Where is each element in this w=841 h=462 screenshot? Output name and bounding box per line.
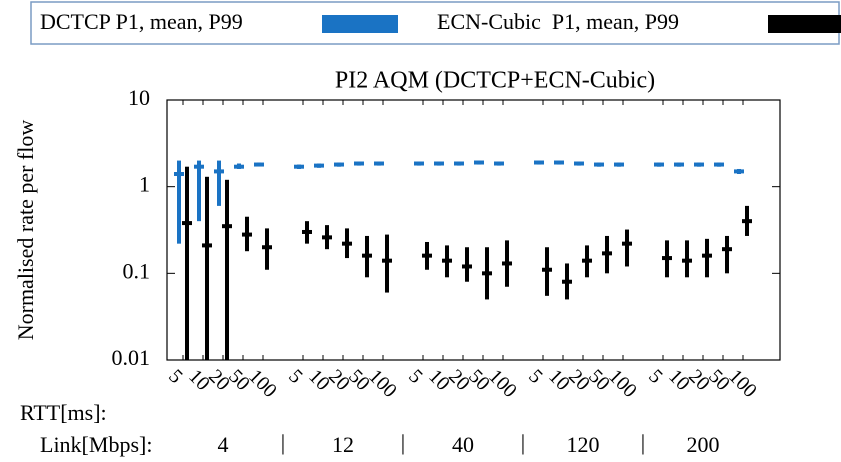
legend-label: ECN-Cubic P1, mean, P99 <box>437 9 679 34</box>
mean-mark <box>622 241 632 246</box>
mean-mark <box>302 229 312 234</box>
y-tick-label: 10 <box>128 85 150 110</box>
x-tick-label: 5 <box>284 365 307 388</box>
mean-mark <box>354 161 364 166</box>
mean-mark <box>562 279 572 284</box>
x-row-label: RTT[ms]: <box>20 400 107 425</box>
mean-mark <box>382 258 392 263</box>
whisker <box>225 179 229 360</box>
chart-title: PI2 AQM (DCTCP+ECN-Cubic) <box>335 68 655 94</box>
mean-mark <box>462 264 472 269</box>
group-separator: | <box>521 430 525 455</box>
whisker <box>217 160 221 206</box>
x-tick-label: 5 <box>164 365 187 388</box>
mean-mark <box>474 160 484 165</box>
group-row-label: Link[Mbps]: <box>40 432 152 457</box>
mean-mark <box>422 253 432 258</box>
mean-mark <box>342 241 352 246</box>
whisker <box>385 234 389 293</box>
x-tick-label: 100 <box>364 365 401 402</box>
legend-label: DCTCP P1, mean, P99 <box>40 9 243 34</box>
group-label: 40 <box>452 432 474 457</box>
mean-mark <box>714 162 724 167</box>
mean-mark <box>454 161 464 166</box>
legend-swatch <box>322 15 398 33</box>
mean-mark <box>662 256 672 261</box>
mean-mark <box>174 172 184 177</box>
mean-mark <box>494 161 504 166</box>
x-tick-label: 100 <box>604 365 641 402</box>
mean-mark <box>654 162 664 167</box>
mean-mark <box>614 162 624 167</box>
legend-swatch <box>768 15 841 33</box>
mean-mark <box>482 271 492 276</box>
y-tick-label: 0.1 <box>123 258 151 283</box>
group-label: 120 <box>567 432 600 457</box>
whisker <box>705 238 709 278</box>
x-tick-label: 100 <box>724 365 761 402</box>
mean-mark <box>414 161 424 166</box>
mean-mark <box>734 169 744 174</box>
mean-mark <box>314 163 324 168</box>
mean-mark <box>294 164 304 169</box>
mean-mark <box>682 258 692 263</box>
y-tick-label: 1 <box>139 172 150 197</box>
mean-mark <box>554 160 564 165</box>
mean-mark <box>442 258 452 263</box>
group-label: 4 <box>218 432 229 457</box>
whisker <box>725 235 729 274</box>
mean-mark <box>222 224 232 229</box>
group-separator: | <box>401 430 405 455</box>
mean-mark <box>582 258 592 263</box>
mean-mark <box>194 164 204 169</box>
whisker <box>205 176 209 360</box>
mean-mark <box>574 161 584 166</box>
mean-mark <box>234 164 244 169</box>
mean-mark <box>434 161 444 166</box>
mean-mark <box>534 160 544 165</box>
plot-frame <box>166 99 781 361</box>
mean-mark <box>362 253 372 258</box>
mean-mark <box>742 219 752 224</box>
y-axis-label: Normalised rate per flow <box>13 120 38 341</box>
mean-mark <box>694 162 704 167</box>
mean-mark <box>594 162 604 167</box>
mean-mark <box>542 267 552 272</box>
y-tick-label: 0.01 <box>112 345 151 370</box>
whisker <box>625 229 629 267</box>
x-tick-label: 100 <box>484 365 521 402</box>
mean-mark <box>254 162 264 167</box>
mean-mark <box>374 161 384 166</box>
mean-mark <box>702 253 712 258</box>
x-tick-label: 5 <box>404 365 427 388</box>
x-tick-label: 5 <box>644 365 667 388</box>
mean-mark <box>722 247 732 252</box>
group-label: 200 <box>687 432 720 457</box>
mean-mark <box>602 251 612 256</box>
mean-mark <box>242 232 252 237</box>
mean-mark <box>182 221 192 226</box>
group-separator: | <box>641 430 645 455</box>
whisker <box>177 160 181 244</box>
mean-mark <box>202 243 212 248</box>
mean-mark <box>262 245 272 250</box>
mean-mark <box>674 162 684 167</box>
group-separator: | <box>281 430 285 455</box>
whisker <box>197 160 201 222</box>
mean-mark <box>322 235 332 240</box>
mean-mark <box>214 169 224 174</box>
group-label: 12 <box>332 432 354 457</box>
whisker <box>185 166 189 360</box>
x-tick-label: 5 <box>524 365 547 388</box>
x-tick-label: 100 <box>244 365 281 402</box>
mean-mark <box>502 261 512 266</box>
mean-mark <box>334 162 344 167</box>
